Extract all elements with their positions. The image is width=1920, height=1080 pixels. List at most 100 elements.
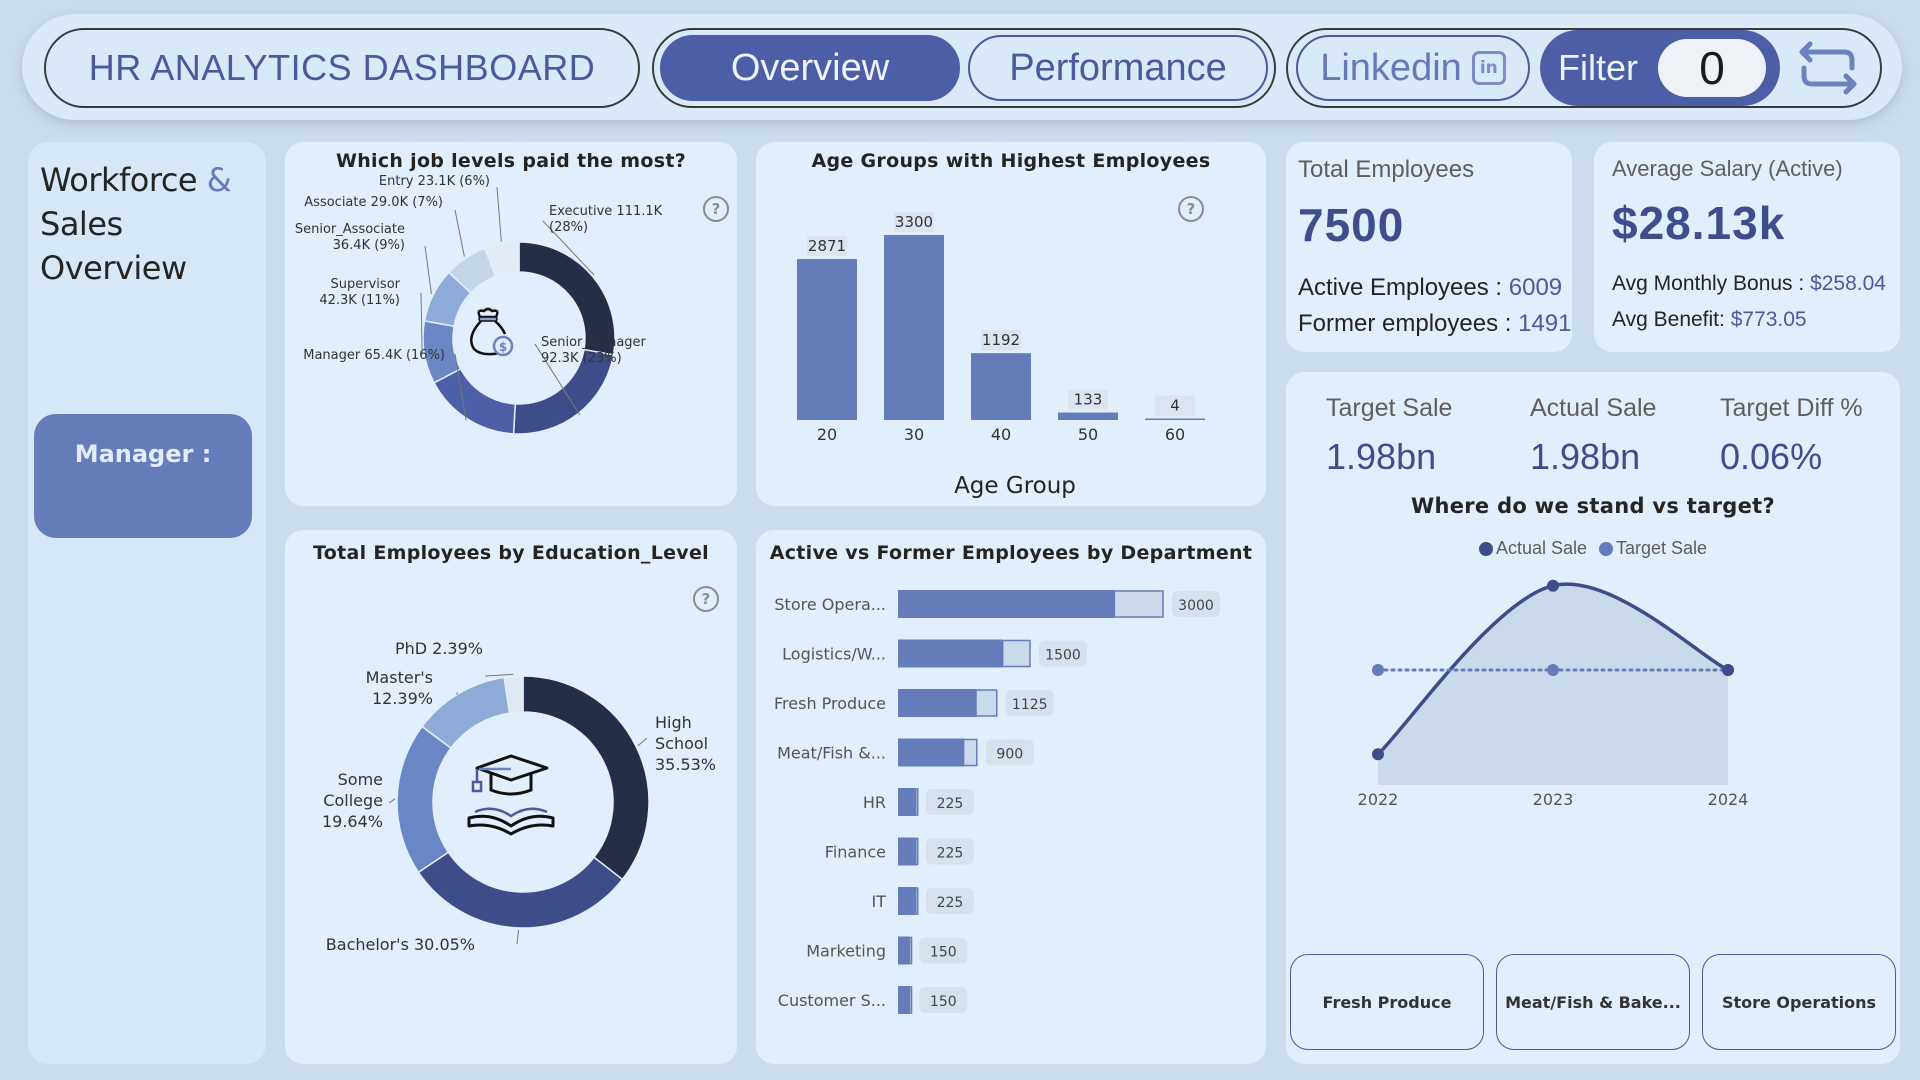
dept-bar-active-marketing[interactable] [898,936,910,965]
year-tick-label: 2022 [1358,790,1399,809]
dept-bar-active-meat-fish[interactable] [898,738,964,767]
average-salary-card: Average Salary (Active) $28.13k Avg Mont… [1594,142,1900,352]
dept-bar-active-hr[interactable] [898,788,916,816]
slice-label-supervisor: Supervisor [331,277,401,292]
slice-label-executive: (28%) [549,220,588,235]
data-label-bg [894,212,934,232]
data-label-bg [807,236,847,257]
donut-slice-entry[interactable] [483,241,520,278]
dept-bar-active-store-opera[interactable] [898,590,1115,618]
reset-arrows-icon[interactable] [1796,38,1860,98]
dept-bar-active-finance[interactable] [898,837,916,866]
legend-actual-label: Actual Sale [1495,538,1587,558]
dept-bar-former-marketing[interactable] [908,936,913,965]
dept-total-label: 900 [996,747,1023,763]
job-levels-title: Which job levels paid the most? [335,150,687,172]
dept-bar-former-it[interactable] [914,887,919,915]
leader-line [637,737,648,747]
data-label-bg [1172,591,1220,617]
age-bar-60[interactable] [1145,418,1205,421]
active-employees-value: 6009 [1508,274,1563,301]
data-label-bg [1155,395,1195,416]
age-bar-value-label: 133 [1074,391,1103,409]
dept-bar-former-fresh-produce[interactable] [975,689,998,717]
donut-slice-phd[interactable] [503,675,524,714]
leader-line [420,292,423,353]
leader-line [424,245,432,295]
legend-dot-target [1599,541,1613,556]
slice-label-manager: Manager 65.4K (16%) [303,348,445,363]
legend-actual-sale[interactable]: Actual Sale [1478,538,1587,559]
data-label-bg [985,739,1034,766]
department-title: Active vs Former Employees by Department [769,542,1253,564]
slicer-fresh-produce[interactable]: Fresh Produce [1290,954,1484,1050]
slicer-meat-fish-bakery[interactable]: Meat/Fish & Bake... [1496,954,1690,1050]
filter-button[interactable]: Filter 0 [1540,30,1780,106]
slice-label-senior-associate: Senior_Associate [295,222,405,237]
avg-salary-label: Average Salary (Active) [1612,156,1843,181]
dept-bar-former-customer-s[interactable] [908,986,913,1014]
tab-performance[interactable]: Performance [968,35,1268,101]
department-bar-chart: Store Opera... 3000 Logistics/W... 1500 Fres… [774,590,1220,1014]
actual-sale-point[interactable] [1722,664,1734,676]
sidebar: Workforce & Sales Overview Manager : [28,142,266,1064]
dashboard-title-pill: HR ANALYTICS DASHBOARD [44,28,640,108]
legend-target-sale[interactable]: Target Sale [1599,538,1707,559]
donut-slice-some-college[interactable] [396,725,452,874]
slicer-store-operations[interactable]: Store Operations [1702,954,1896,1050]
help-icon[interactable]: ? [1178,196,1204,222]
dept-bar-former-meat-fish[interactable] [962,738,978,767]
target-sale-point[interactable] [1547,664,1559,676]
dept-total-label: 225 [937,895,964,911]
sidebar-title-part2: Sales Overview [40,205,187,287]
slice-label-supervisor: 42.3K (11%) [319,293,400,308]
dept-bar-active-logistics-w[interactable] [898,639,1003,668]
age-bar-30[interactable] [884,235,944,420]
dept-bar-former-hr[interactable] [914,788,919,816]
slice-label-senior-associate: 36.4K (9%) [333,238,405,253]
sales-area-chart: 2022 2023 2024 [1358,579,1749,809]
actual-sale-point[interactable] [1547,579,1559,592]
donut-slice-manager[interactable] [433,367,517,435]
dept-label: Customer S... [778,991,886,1010]
data-label-bg [981,330,1021,351]
slice-label-senior-manager: 92.3K (23%) [541,351,622,366]
tab-overview[interactable]: Overview [660,35,960,101]
actual-sale-value: 1.98bn [1530,436,1641,477]
help-icon[interactable]: ? [703,196,729,222]
former-employees-value: 1491 [1518,310,1572,337]
year-tick-label: 2024 [1708,790,1749,809]
job-levels-card: Which job levels paid the most? ? Execut… [285,142,737,506]
target-sale-point[interactable] [1372,664,1384,676]
year-tick-label: 2023 [1533,790,1574,809]
linkedin-button[interactable]: Linkedin in [1296,35,1530,101]
actual-sale-point[interactable] [1372,748,1384,761]
slice-label-some-college: College [323,791,383,810]
donut-slice-high-school[interactable] [522,675,650,881]
donut-slice-bachelor-s[interactable] [417,851,624,929]
slice-label-some-college: Some [338,770,383,789]
svg-text:$: $ [499,340,507,354]
dept-bar-active-it[interactable] [898,887,916,915]
data-label-bg [919,987,968,1013]
age-bar-50[interactable] [1058,412,1118,420]
dept-label: HR [863,793,886,812]
actual-sale-label: Actual Sale [1530,394,1657,422]
graduation-book-icon [467,754,555,836]
total-employees-card: Total Employees 7500 Active Employees : … [1286,142,1572,352]
page-tabs: Overview Performance [652,28,1276,108]
help-icon[interactable]: ? [693,586,719,612]
dept-bar-active-fresh-produce[interactable] [898,689,977,717]
dept-bar-active-customer-s[interactable] [898,986,910,1014]
dept-bar-former-logistics-w[interactable] [1001,639,1031,668]
dept-bar-former-store-opera[interactable] [1113,590,1164,618]
manager-button[interactable]: Manager : [34,414,252,538]
money-bag-icon: $ [469,307,514,357]
education-title: Total Employees by Education_Level [313,542,709,564]
age-bar-40[interactable] [971,353,1031,420]
age-groups-bar-chart: 2871 20 3300 30 1192 40 133 50 4 60 Age Group [797,212,1205,499]
education-card: Total Employees by Education_Level ? Hig… [285,530,737,1064]
dept-bar-former-finance[interactable] [914,837,919,866]
avg-salary-value: $28.13k [1612,197,1786,249]
age-bar-20[interactable] [797,259,857,420]
